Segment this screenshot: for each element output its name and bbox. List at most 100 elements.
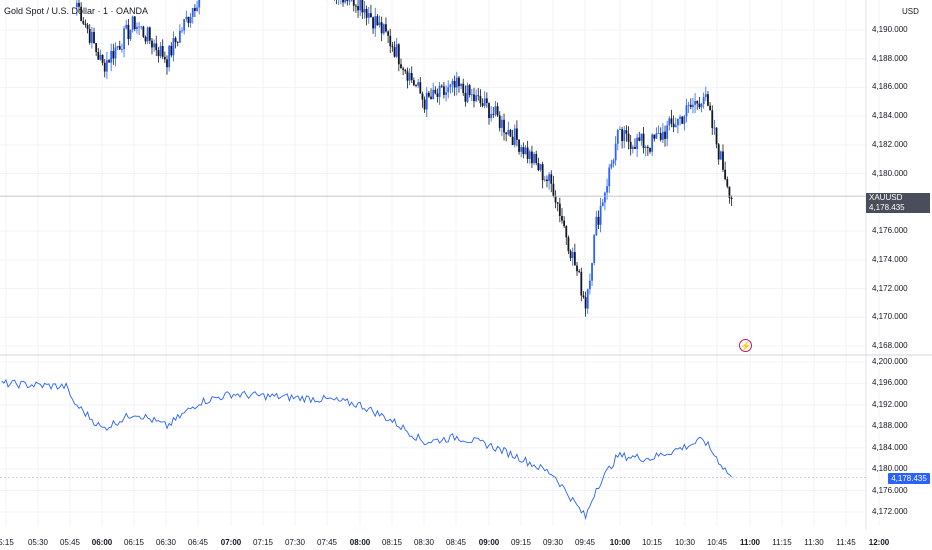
candle-body [533, 153, 535, 164]
candle-body [136, 26, 138, 30]
candle-body [144, 36, 147, 42]
candle-body [578, 271, 581, 272]
candle-body [434, 89, 437, 94]
candle-body [513, 128, 516, 145]
candle-body [146, 27, 149, 42]
last-price-tag: XAUUSD 4,178.435 00:55 [866, 193, 930, 222]
time-tick-label: 07:00 [220, 538, 242, 547]
candle-body [123, 28, 125, 50]
candle-body [110, 50, 113, 63]
candle-body [121, 49, 123, 50]
candle-body [642, 133, 645, 148]
lightning-icon[interactable]: ⚡ [739, 339, 752, 352]
candle-body [408, 72, 411, 81]
candle-body [370, 13, 372, 18]
candle-body [385, 24, 387, 32]
candle-body [573, 252, 576, 266]
candle-body [569, 251, 572, 259]
candle-body [196, 7, 198, 11]
candle-body [554, 196, 557, 203]
candle-body [374, 16, 377, 29]
candle-body [367, 13, 370, 18]
candle-body [490, 114, 493, 119]
price-tick-label: 4,200.000 [872, 357, 908, 366]
candle-body [730, 197, 733, 200]
candle-body [365, 8, 368, 18]
candle-body [112, 50, 115, 59]
candle-body [389, 35, 392, 47]
candle-body [417, 82, 420, 86]
candle-body [166, 59, 168, 68]
currency-label: USD [902, 7, 919, 16]
candle-body [86, 24, 89, 29]
candle-body [685, 105, 688, 117]
candle-body [75, 2, 78, 8]
price-tick-label: 4,186.000 [872, 82, 908, 92]
candle-body [728, 186, 731, 198]
time-tick-label: 07:45 [316, 538, 338, 547]
candle-body [443, 86, 445, 95]
candle-body [711, 110, 714, 128]
candle-body [127, 24, 130, 40]
candle-body [518, 139, 520, 152]
candle-body [402, 68, 405, 70]
candle-body [503, 119, 505, 133]
time-tick-label: 06:00 [91, 538, 113, 547]
candle-body [679, 116, 681, 119]
candle-body [539, 164, 542, 170]
candle-body [191, 8, 194, 17]
candle-body [563, 220, 566, 227]
price-tick-label: 4,180.000 [872, 464, 908, 474]
candle-body [372, 17, 374, 29]
candle-body [391, 46, 394, 48]
candle-body [423, 99, 426, 110]
candle-body [479, 96, 482, 104]
candle-body [148, 27, 151, 41]
candle-body [449, 84, 452, 88]
candle-body [421, 93, 424, 100]
price-tick-label: 4,176.000 [872, 485, 908, 495]
candle-body [505, 132, 508, 135]
price-tick-label: 4,170.000 [872, 312, 908, 322]
candle-body [189, 16, 192, 23]
candle-body [95, 43, 98, 52]
candle-body [464, 92, 467, 102]
candle-body [178, 30, 181, 43]
price-tick-label: 4,180.000 [872, 168, 908, 178]
price-tick-label: 4,172.000 [872, 507, 908, 516]
candle-body [558, 203, 561, 216]
candle-body [550, 174, 553, 184]
candle-body [419, 82, 422, 94]
candle-body [623, 130, 626, 142]
candle-body [604, 192, 606, 203]
candle-body [153, 43, 156, 48]
price-tick-label: 4,182.000 [872, 139, 908, 149]
candle-body [380, 22, 383, 34]
candle-body [187, 16, 190, 23]
time-tick-label: 5:15 [0, 538, 14, 547]
candle-body [359, 0, 362, 11]
candle-body [659, 133, 662, 140]
candle-body [627, 133, 630, 142]
candle-body [719, 151, 722, 160]
candle-body [357, 6, 359, 11]
time-tick-label: 09:15 [510, 538, 532, 547]
candle-body [387, 31, 390, 36]
candle-body [524, 147, 527, 155]
candle-body [400, 64, 402, 69]
price-tick-label: 4,168.000 [872, 341, 908, 350]
candle-body [625, 130, 628, 134]
candle-body [473, 94, 475, 102]
candle-body [520, 147, 523, 152]
candle-body [363, 8, 366, 13]
candle-body [664, 131, 666, 139]
time-tick-label: 06:30 [155, 538, 177, 547]
candle-body [99, 54, 102, 60]
candle-body [492, 114, 495, 115]
candle-body [567, 237, 570, 252]
candle-body [696, 101, 699, 104]
time-tick-label: 09:00 [478, 538, 500, 547]
candle-body [481, 103, 484, 106]
